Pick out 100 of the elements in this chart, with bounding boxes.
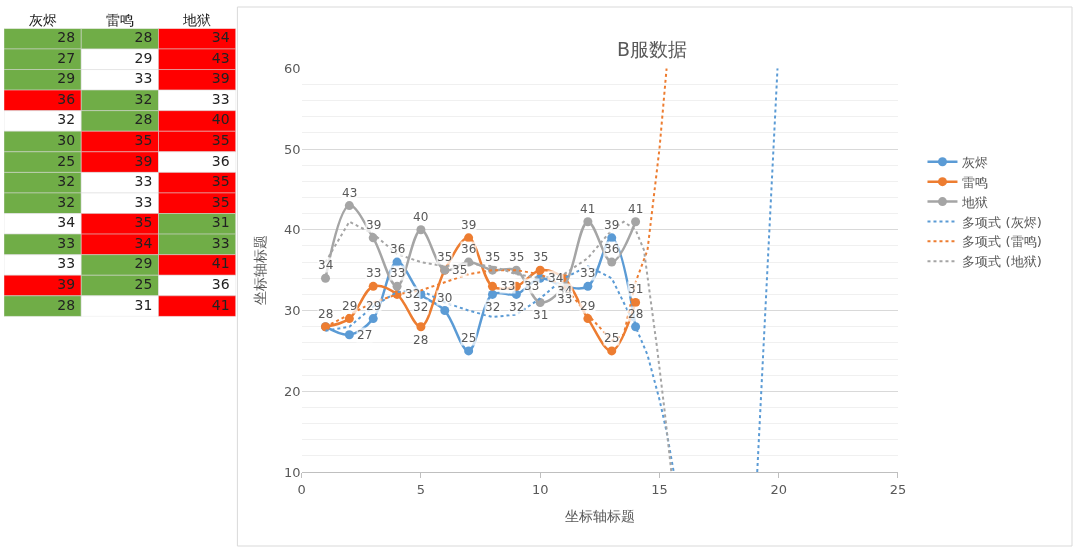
data-label: 28	[628, 307, 644, 321]
data-label: 34	[134, 234, 153, 251]
legend-label: 地狱	[961, 194, 989, 210]
data-label: 35	[211, 132, 230, 149]
data-label: 28	[134, 29, 153, 46]
x-tick-label: 0	[297, 481, 306, 497]
data-label: 32	[405, 287, 421, 301]
data-label: 33	[211, 90, 230, 107]
data-label: 34	[57, 214, 76, 231]
data-label: 28	[57, 29, 76, 46]
data-label: 35	[509, 250, 525, 264]
data-label: 33	[500, 279, 516, 293]
data-label: 36	[461, 242, 477, 256]
data-label: 28	[318, 307, 334, 321]
x-tick-label: 20	[770, 481, 787, 497]
data-label: 39	[461, 218, 477, 232]
data-label: 41	[628, 202, 644, 216]
data-label: 28	[134, 111, 153, 128]
x-tick-label: 灰烬	[28, 11, 57, 28]
data-label: 35	[211, 193, 230, 210]
y-tick-label: 30	[284, 303, 301, 319]
data-label: 41	[211, 296, 230, 313]
data-label: 31	[211, 214, 230, 231]
legend-label: 多项式 (雷鸣)	[962, 234, 1042, 250]
x-tick-label: 地狱	[182, 11, 212, 28]
x-tick-label: 25	[889, 481, 907, 497]
data-label: 29	[366, 299, 382, 313]
data-label: 33	[57, 255, 76, 272]
y-tick-label: 50	[284, 141, 301, 157]
data-label: 25	[604, 331, 620, 345]
data-label: 33	[57, 234, 76, 251]
data-label: 31	[134, 296, 153, 313]
data-label: 28	[413, 333, 429, 347]
data-label: 35	[452, 263, 468, 277]
data-label: 35	[533, 250, 549, 264]
data-label: 43	[342, 186, 358, 200]
data-label: 32	[57, 173, 76, 190]
data-label: 39	[604, 218, 620, 232]
data-label: 31	[628, 282, 644, 296]
y-tick-label: 40	[284, 222, 301, 238]
data-label: 40	[413, 210, 429, 224]
data-label: 30	[437, 291, 453, 305]
data-label: 39	[211, 70, 230, 87]
data-label: 29	[342, 299, 358, 313]
data-label: 29	[57, 70, 76, 87]
x-tick-label: 5	[416, 481, 426, 497]
data-label: 32	[485, 300, 501, 314]
data-label: 27	[357, 328, 373, 342]
chart-title: B服数据	[617, 38, 688, 60]
x-tick-label: 10	[531, 481, 549, 497]
data-label: 35	[134, 214, 153, 231]
data-label: 25	[461, 331, 477, 345]
data-label: 39	[57, 276, 76, 293]
data-label: 35	[485, 250, 501, 264]
data-label: 36	[604, 242, 620, 256]
data-label: 33	[134, 70, 153, 87]
data-label: 36	[211, 152, 230, 169]
legend-label: 多项式 (灰烬)	[962, 214, 1042, 230]
data-label: 33	[524, 279, 540, 293]
data-label: 35	[437, 250, 453, 264]
data-label: 25	[57, 152, 76, 169]
x-tick-label: 15	[651, 481, 668, 497]
data-label: 35	[134, 132, 153, 149]
y-tick-label: 10	[284, 464, 301, 480]
data-label: 33	[580, 266, 596, 280]
legend-label: 多项式 (地狱)	[962, 254, 1042, 270]
y-axis-title: 坐标轴标题	[251, 235, 268, 306]
data-label: 32	[413, 300, 429, 314]
legend-label: 灰烬	[962, 154, 989, 170]
data-label: 34	[211, 29, 230, 46]
x-axis-title: 坐标轴标题	[564, 507, 635, 524]
data-label: 31	[533, 308, 549, 322]
data-label: 39	[366, 218, 382, 232]
data-label: 27	[57, 49, 76, 66]
data-label: 36	[57, 90, 76, 107]
y-tick-label: 60	[284, 60, 301, 76]
data-label: 36	[211, 276, 230, 293]
data-label: 25	[134, 276, 153, 293]
data-label: 33	[134, 173, 153, 190]
data-label: 33	[134, 193, 153, 210]
data-label: 32	[57, 111, 76, 128]
data-label: 33	[366, 266, 382, 280]
data-label: 29	[580, 299, 596, 313]
data-label: 36	[390, 242, 406, 256]
data-label: 33	[211, 234, 230, 251]
data-label: 39	[134, 152, 153, 169]
data-label: 34	[318, 258, 334, 272]
legend-label: 雷鸣	[962, 174, 989, 190]
data-label: 32	[509, 300, 525, 314]
data-label: 32	[57, 193, 76, 210]
data-label: 29	[134, 255, 153, 272]
data-label: 34	[548, 271, 564, 285]
data-label: 41	[211, 255, 230, 272]
data-label: 32	[134, 90, 153, 107]
x-tick-label: 雷鸣	[105, 11, 134, 28]
data-label: 30	[57, 132, 76, 149]
data-label: 28	[57, 296, 76, 313]
data-label: 33	[390, 266, 406, 280]
data-label: 41	[580, 202, 596, 216]
data-label: 29	[134, 49, 153, 66]
